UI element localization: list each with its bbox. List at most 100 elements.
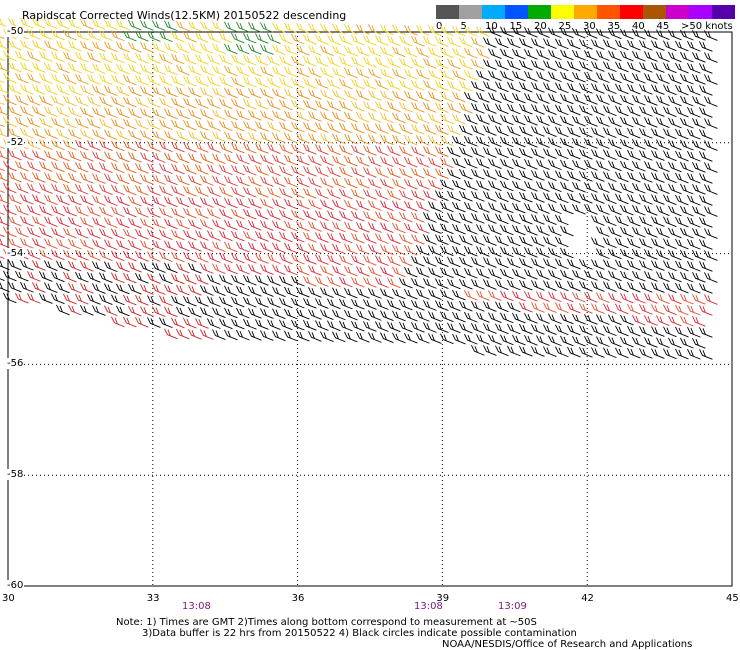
wind-barb [596,138,610,149]
wind-barb [200,43,214,54]
wind-barb [92,107,106,118]
wind-barb [584,314,598,325]
wind-barb [512,290,526,302]
wind-barb [668,29,682,41]
wind-barb [603,149,617,161]
wind-barb [212,109,226,120]
wind-barb [555,82,569,94]
wind-barb [560,49,574,61]
legend-label: 45 [656,21,670,32]
wind-barb [207,318,221,329]
wind-barb [80,283,94,294]
wind-barb [248,154,262,165]
wind-barb [603,215,617,227]
wind-barb [531,104,545,115]
wind-barb [704,294,718,305]
wind-barb [512,224,526,236]
wind-barb [27,293,41,304]
wind-barb [704,74,718,85]
wind-barb [548,225,562,237]
wind-barb [459,256,473,268]
wind-barb [615,171,629,183]
wind-barb [423,190,437,201]
wind-barb [272,110,286,122]
wind-barb [152,240,166,251]
wind-barb [608,226,622,238]
wind-barb [363,299,377,310]
wind-barb [111,250,125,262]
wind-barb [512,114,526,126]
wind-barb [104,261,118,273]
wind-barb [596,94,610,105]
wind-barb [416,91,430,102]
wind-barb [104,283,118,295]
wind-barb [692,316,706,327]
wind-barb [680,293,694,305]
wind-barb [20,61,34,73]
wind-barb [555,214,569,226]
wind-barb [387,189,401,201]
wind-barb [284,286,298,298]
wind-barb [495,235,509,247]
wind-barb [344,23,358,35]
wind-barb [411,321,425,333]
wind-barb [39,271,53,282]
wind-barb [231,274,245,286]
wind-barb [416,289,430,300]
wind-barb [327,56,341,68]
wind-barb [195,32,209,43]
wind-barb [663,128,677,140]
wind-barb [51,205,65,217]
wind-barb [459,300,473,312]
wind-barb [447,190,461,202]
wind-barb [524,268,538,280]
wind-barb [704,250,718,261]
wind-barb [99,206,113,217]
wind-barb [224,131,238,143]
wind-barb [291,55,305,67]
wind-barb [500,180,514,192]
wind-barb [536,313,550,324]
time-label: 13:08 [182,601,211,612]
wind-barb [483,125,497,136]
wind-barb [560,27,574,39]
wind-barb [272,44,286,56]
wind-barb [488,92,502,103]
wind-barb [32,172,46,183]
wind-barb [236,197,250,209]
wind-barb [75,227,89,239]
wind-barb [615,347,629,359]
wind-barb [512,246,526,258]
wind-barb [87,52,101,63]
wind-barb [548,269,562,281]
wind-barb [116,283,130,295]
wind-barb [663,106,677,118]
wind-barb [32,84,46,95]
wind-barb [512,268,526,280]
wind-barb [320,331,334,342]
wind-barb [663,172,677,184]
wind-barb [183,97,197,109]
wind-barb [303,320,317,331]
wind-barb [236,329,250,341]
wind-barb [567,60,581,72]
wind-barb [644,205,658,216]
wind-barb [75,51,89,63]
wind-barb [704,272,718,283]
wind-barb [668,139,682,151]
wind-barb [428,267,442,278]
wind-barb [51,117,65,129]
wind-barb [483,345,497,356]
wind-barb [392,244,406,256]
wind-barb [164,240,178,252]
wind-barb [452,25,466,37]
wind-barb [644,117,658,128]
wind-barb [135,52,149,64]
wind-barb [387,321,401,333]
wind-barb [212,131,226,142]
wind-barb [404,222,418,234]
wind-barb [663,282,677,294]
map-title: Rapidscat Corrected Winds(12.5KM) 201505… [22,9,347,22]
wind-barb [351,254,365,266]
wind-barb [675,194,689,206]
